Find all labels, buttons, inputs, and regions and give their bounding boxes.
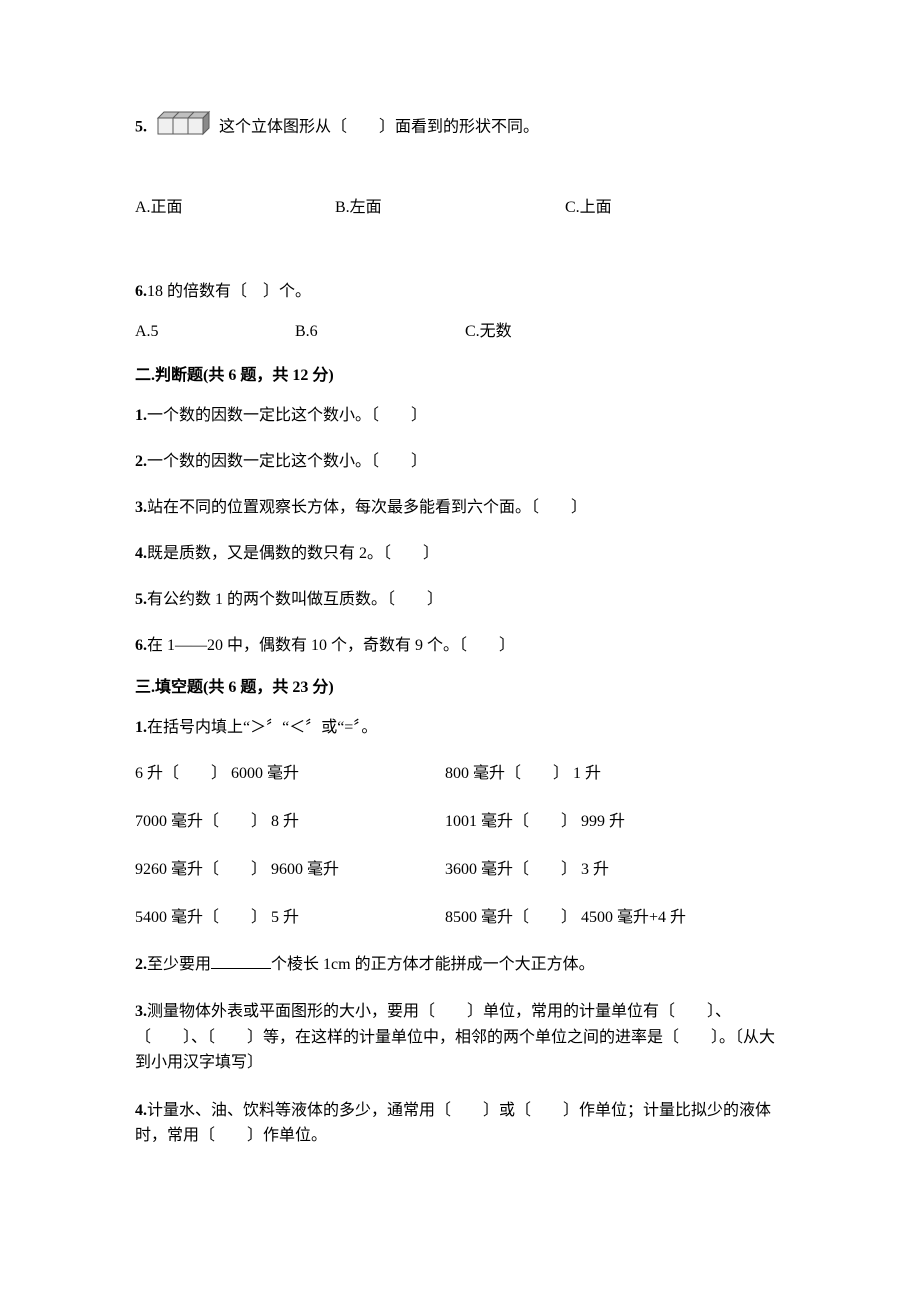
- section-2-list: 1.一个数的因数一定比这个数小。〔 〕 2.一个数的因数一定比这个数小。〔 〕 …: [135, 404, 790, 658]
- q5-option-c: C.上面: [565, 196, 612, 220]
- question-6: 6.18 的倍数有〔 〕个。 A.5 B.6 C.无数: [135, 280, 790, 344]
- q5-option-b: B.左面: [335, 196, 565, 220]
- s3-q2: 2.至少要用 个棱长 1cm 的正方体才能拼成一个大正方体。: [135, 952, 790, 977]
- s3-q1-n: 1.: [135, 719, 147, 736]
- s2-item-6: 6.在 1——20 中，偶数有 10 个，奇数有 9 个。〔 〕: [135, 634, 790, 658]
- s2-n4: 4.: [135, 545, 147, 562]
- s3-q1-r2r: 3600 毫升〔 〕 3 升: [445, 858, 790, 882]
- q5-stem: 5. 这个立体图形从〔 〕面看到的形状不同。: [135, 110, 790, 146]
- s3-q3: 3.测量物体外表或平面图形的大小，要用〔 〕单位，常用的计量单位有〔 〕、〔 〕…: [135, 999, 790, 1076]
- page: 5. 这个立体图形从〔 〕面看到的形状不同。 A.正面 B.左面 C.上面: [0, 0, 920, 1265]
- q6-number: 6.: [135, 283, 147, 300]
- s3-q2-n: 2.: [135, 956, 147, 973]
- s3-q1-r1r: 1001 毫升〔 〕 999 升: [445, 810, 790, 834]
- q5-option-a: A.正面: [135, 196, 335, 220]
- s3-q1-r1l: 7000 毫升〔 〕 8 升: [135, 810, 445, 834]
- s3-q1-r3r: 8500 毫升〔 〕 4500 毫升+4 升: [445, 906, 790, 930]
- s3-q1-r2l: 9260 毫升〔 〕 9600 毫升: [135, 858, 445, 882]
- q6-option-b: B.6: [295, 320, 465, 344]
- s3-q4-n: 4.: [135, 1102, 147, 1119]
- s3-q2-post: 个棱长 1cm 的正方体才能拼成一个大正方体。: [271, 956, 595, 973]
- s2-t6: 在 1——20 中，偶数有 10 个，奇数有 9 个。〔 〕: [147, 637, 515, 654]
- s2-n3: 3.: [135, 499, 147, 516]
- s2-item-4: 4.既是质数，又是偶数的数只有 2。〔 〕: [135, 542, 790, 566]
- q6-text: 18 的倍数有〔 〕个。: [147, 283, 311, 300]
- q5-text: 这个立体图形从〔 〕面看到的形状不同。: [219, 119, 539, 136]
- cubes-svg: [153, 110, 215, 138]
- section-2-heading: 二.判断题(共 6 题，共 12 分): [135, 364, 790, 388]
- s2-t2: 一个数的因数一定比这个数小。〔 〕: [147, 453, 427, 470]
- s2-t1: 一个数的因数一定比这个数小。〔 〕: [147, 407, 427, 424]
- s2-item-2: 2.一个数的因数一定比这个数小。〔 〕: [135, 450, 790, 474]
- q5-number: 5.: [135, 119, 147, 136]
- s3-q2-pre: 至少要用: [147, 956, 211, 973]
- s2-n2: 2.: [135, 453, 147, 470]
- s3-q4-t: 计量水、油、饮料等液体的多少，通常用〔 〕或〔 〕作单位；计量比拟少的液体时，常…: [135, 1102, 771, 1145]
- s2-n1: 1.: [135, 407, 147, 424]
- cubes-icon: [153, 110, 215, 146]
- s3-q1-stem: 1.在括号内填上“＞〞“＜〞或“=〞。: [135, 716, 790, 740]
- s3-q3-t: 测量物体外表或平面图形的大小，要用〔 〕单位，常用的计量单位有〔 〕、〔 〕、〔…: [135, 1003, 775, 1071]
- s3-q3-n: 3.: [135, 1003, 147, 1020]
- question-5: 5. 这个立体图形从〔 〕面看到的形状不同。 A.正面 B.左面 C.上面: [135, 110, 790, 220]
- s2-item-5: 5.有公约数 1 的两个数叫做互质数。〔 〕: [135, 588, 790, 612]
- s2-t4: 既是质数，又是偶数的数只有 2。〔 〕: [147, 545, 439, 562]
- s2-t3: 站在不同的位置观察长方体，每次最多能看到六个面。〔 〕: [147, 499, 587, 516]
- s2-t5: 有公约数 1 的两个数叫做互质数。〔 〕: [147, 591, 443, 608]
- q5-options: A.正面 B.左面 C.上面: [135, 196, 790, 220]
- q6-options: A.5 B.6 C.无数: [135, 320, 790, 344]
- s3-q1-grid: 6 升〔 〕 6000 毫升 800 毫升〔 〕 1 升 7000 毫升〔 〕 …: [135, 762, 790, 930]
- s2-n6: 6.: [135, 637, 147, 654]
- s2-item-1: 1.一个数的因数一定比这个数小。〔 〕: [135, 404, 790, 428]
- s2-n5: 5.: [135, 591, 147, 608]
- s3-q1-r0l: 6 升〔 〕 6000 毫升: [135, 762, 445, 786]
- s3-q4: 4.计量水、油、饮料等液体的多少，通常用〔 〕或〔 〕作单位；计量比拟少的液体时…: [135, 1098, 790, 1149]
- s2-item-3: 3.站在不同的位置观察长方体，每次最多能看到六个面。〔 〕: [135, 496, 790, 520]
- q6-option-c: C.无数: [465, 320, 512, 344]
- blank-underline: [211, 952, 271, 969]
- q6-stem: 6.18 的倍数有〔 〕个。: [135, 280, 790, 304]
- section-3-heading: 三.填空题(共 6 题，共 23 分): [135, 676, 790, 700]
- s3-q1-r0r: 800 毫升〔 〕 1 升: [445, 762, 790, 786]
- s3-q1-r3l: 5400 毫升〔 〕 5 升: [135, 906, 445, 930]
- q6-option-a: A.5: [135, 320, 295, 344]
- s3-q1-t: 在括号内填上“＞〞“＜〞或“=〞。: [147, 719, 377, 736]
